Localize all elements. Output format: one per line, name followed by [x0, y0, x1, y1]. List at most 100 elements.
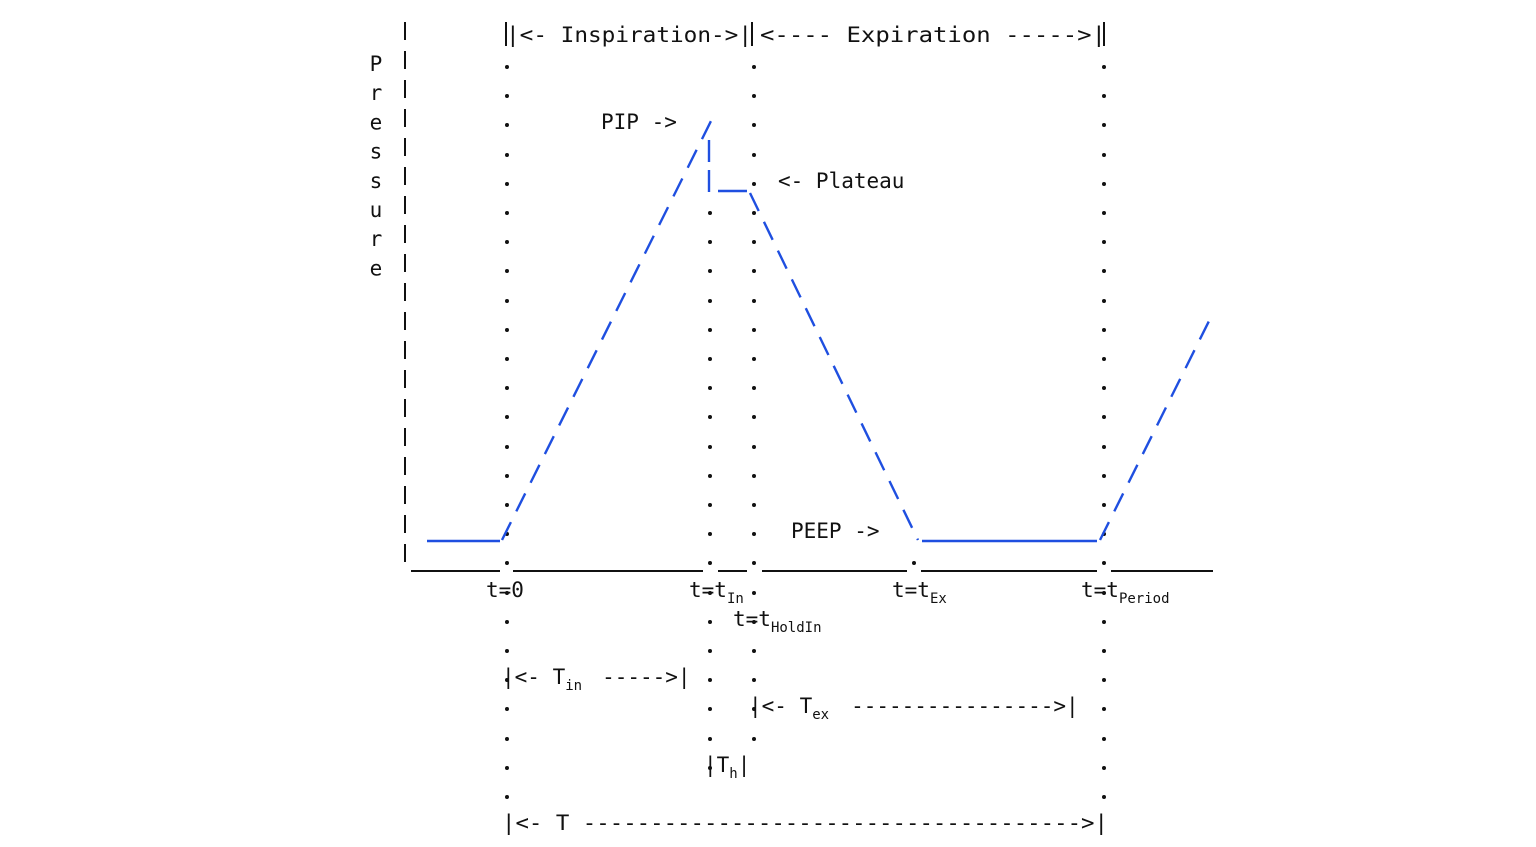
guide-dot — [708, 299, 712, 303]
guide-dot — [505, 182, 509, 186]
duration-tin-sub: in — [565, 678, 582, 694]
guide-dot — [752, 678, 756, 682]
guide-dot — [1102, 65, 1106, 69]
time-label-tperiod: t=tPeriod — [1081, 578, 1170, 607]
duration-t-total: |<- T ----------------------------------… — [502, 811, 1108, 836]
guide-dot — [708, 649, 712, 653]
duration-tex-post: ---------------->| — [851, 694, 1079, 719]
guide-dot — [1102, 620, 1106, 624]
guide-dot — [708, 503, 712, 507]
guide-dot — [1102, 649, 1106, 653]
guide-dot — [752, 299, 756, 303]
time-label-tex: t=tEx — [892, 578, 947, 607]
guide-dot — [505, 357, 509, 361]
guide-dot — [505, 269, 509, 273]
guide-dot — [752, 182, 756, 186]
guide-dot — [752, 649, 756, 653]
duration-th: |Th| — [704, 753, 750, 782]
y-axis-letter: r — [370, 227, 383, 251]
y-axis-letter: s — [370, 169, 383, 193]
plateau-annotation: <- Plateau — [778, 169, 904, 193]
guide-dot — [1102, 561, 1106, 565]
guide-dot — [1102, 707, 1106, 711]
guide-dot — [752, 561, 756, 565]
guide-dot — [708, 591, 712, 595]
guide-dot — [505, 591, 509, 595]
guide-dot — [752, 328, 756, 332]
guide-dot — [1102, 503, 1106, 507]
guide-dot — [1102, 240, 1106, 244]
guide-dot — [708, 737, 712, 741]
guide-dot — [752, 415, 756, 419]
time-label-tin-base: t=t — [689, 578, 727, 602]
duration-tin-pre: |<- T — [502, 665, 566, 690]
time-label-t0: t=0 — [486, 578, 524, 602]
guide-dot — [752, 94, 756, 98]
guide-dot — [708, 561, 712, 565]
duration-tin-post: ----->| — [602, 665, 691, 690]
guide-dot — [505, 649, 509, 653]
y-axis-letter: P — [370, 52, 383, 76]
guide-dot — [708, 269, 712, 273]
time-label-tin-sub: In — [727, 591, 744, 607]
guide-dot — [708, 620, 712, 624]
guide-dot — [752, 357, 756, 361]
peep-annotation: PEEP -> — [791, 519, 880, 543]
header-inspiration-label: |<- Inspiration->| — [506, 23, 752, 48]
guide-dot — [708, 474, 712, 478]
guide-dot — [505, 328, 509, 332]
guide-dot — [708, 211, 712, 215]
guide-dot — [505, 386, 509, 390]
guide-dot — [1102, 678, 1106, 682]
guide-dot — [752, 269, 756, 273]
time-label-tperiod-base: t=t — [1081, 578, 1119, 602]
duration-tex: |<- Tex ---------------->| — [749, 694, 1079, 723]
guide-dot — [1102, 211, 1106, 215]
guide-dot — [752, 240, 756, 244]
guide-dot — [1102, 153, 1106, 157]
duration-tex-pre: |<- T — [749, 694, 813, 719]
guide-dot — [708, 386, 712, 390]
y-axis-letter: e — [370, 110, 383, 134]
time-label-tholdin-base: t=t — [733, 607, 771, 631]
duration-tin: |<- Tin ----->| — [502, 665, 691, 694]
guide-dot — [1102, 415, 1106, 419]
guide-dot — [1102, 386, 1106, 390]
guide-dot — [752, 386, 756, 390]
time-label-tex-sub: Ex — [930, 591, 947, 607]
guide-dot — [505, 766, 509, 770]
duration-th-sub: h — [729, 766, 737, 782]
guide-dot — [1102, 269, 1106, 273]
guide-dot — [505, 65, 509, 69]
duration-tex-sub: ex — [812, 707, 829, 723]
guide-dot — [752, 620, 756, 624]
y-axis-letter: s — [370, 140, 383, 164]
time-label-tex-base: t=t — [892, 578, 930, 602]
guide-dot — [1102, 766, 1106, 770]
time-label-tperiod-sub: Period — [1119, 591, 1170, 607]
guide-dot — [708, 357, 712, 361]
guide-dot — [1102, 445, 1106, 449]
duration-th-pre: |T — [704, 753, 730, 778]
guide-dot — [505, 678, 509, 682]
guide-dot — [1102, 328, 1106, 332]
guide-dot — [708, 678, 712, 682]
guide-dot — [912, 561, 916, 565]
time-label-tin: t=tIn — [689, 578, 744, 607]
guide-dot — [505, 415, 509, 419]
duration-th-post: | — [738, 753, 751, 778]
pressure-waveform — [427, 112, 1214, 543]
y-axis-letter: r — [370, 81, 383, 105]
header-pipes — [505, 22, 1105, 46]
inspiration-ramp — [500, 112, 717, 541]
guide-dot — [1102, 299, 1106, 303]
guide-dot — [708, 415, 712, 419]
guide-dot — [505, 445, 509, 449]
guide-dot — [708, 328, 712, 332]
guide-dot — [752, 65, 756, 69]
guide-dot — [752, 737, 756, 741]
guide-dot — [752, 591, 756, 595]
guide-dot — [708, 532, 712, 536]
